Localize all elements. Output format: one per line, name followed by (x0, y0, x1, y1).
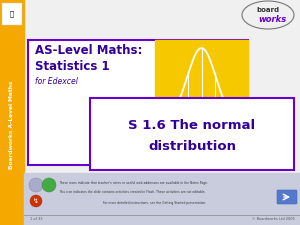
Bar (24, 173, 300, 225)
Circle shape (29, 178, 43, 192)
Text: AS-Level Maths:: AS-Level Maths: (35, 43, 142, 56)
Text: Boardworks A-Level Maths: Boardworks A-Level Maths (10, 81, 14, 169)
Circle shape (30, 195, 42, 207)
Bar (90, 98, 294, 170)
Text: This icon indicates the slide contains activities created in Flash. These activi: This icon indicates the slide contains a… (59, 190, 206, 194)
Text: These icons indicate that teacher's notes or useful web addresses are available : These icons indicate that teacher's note… (59, 181, 208, 185)
Circle shape (42, 178, 56, 192)
Text: S 1.6 The normal: S 1.6 The normal (128, 119, 256, 132)
Text: 1 of 33: 1 of 33 (30, 217, 43, 221)
Text: works: works (258, 14, 286, 23)
Text: For more detailed instructions, see the Getting Started presentation.: For more detailed instructions, see the … (103, 201, 207, 205)
Text: board: board (256, 7, 280, 13)
Text: ↯: ↯ (33, 198, 39, 204)
Text: Statistics 1: Statistics 1 (35, 61, 110, 74)
Text: for Edexcel: for Edexcel (35, 76, 78, 86)
Text: © Boardworks Ltd 2005: © Boardworks Ltd 2005 (252, 217, 295, 221)
Bar (155, 40, 248, 125)
Bar (28, 40, 248, 165)
Ellipse shape (242, 1, 294, 29)
FancyBboxPatch shape (277, 190, 297, 204)
Text: 📚: 📚 (10, 11, 14, 17)
Bar (2, 3, 22, 25)
Text: distribution: distribution (148, 140, 236, 153)
Bar (0, 0, 24, 225)
